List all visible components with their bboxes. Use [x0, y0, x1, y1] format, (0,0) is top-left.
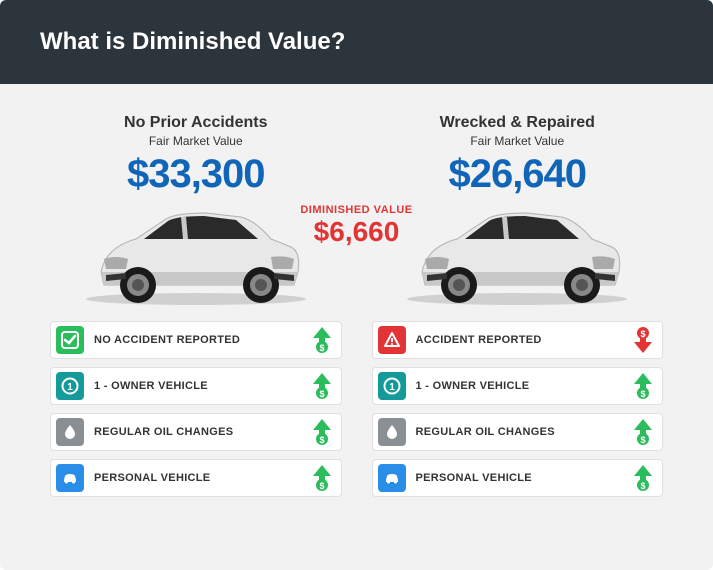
factor-row: PERSONAL VEHICLE $	[50, 459, 342, 497]
right-title: Wrecked & Repaired	[440, 114, 595, 132]
svg-text:$: $	[640, 329, 645, 339]
factor-row: 1 1 - OWNER VEHICLE $	[50, 367, 342, 405]
check-icon	[56, 326, 84, 354]
arrow-up-icon: $	[632, 417, 654, 447]
left-factors: NO ACCIDENT REPORTED $1 1 - OWNER VEHICLE $…	[50, 321, 342, 497]
arrow-up-icon: $	[632, 371, 654, 401]
factor-row: 1 1 - OWNER VEHICLE $	[372, 367, 664, 405]
svg-text:$: $	[319, 481, 324, 491]
alert-icon	[378, 326, 406, 354]
arrow-up-icon: $	[311, 463, 333, 493]
arrow-down-icon: $	[632, 325, 654, 355]
car-icon	[56, 464, 84, 492]
svg-text:$: $	[319, 389, 324, 399]
factor-row: ACCIDENT REPORTED $	[372, 321, 664, 359]
car-icon	[76, 197, 316, 307]
car-icon	[378, 464, 406, 492]
left-price: $33,300	[127, 152, 265, 197]
factor-row: REGULAR OIL CHANGES $	[50, 413, 342, 451]
right-car-image	[397, 197, 637, 307]
drop-icon	[378, 418, 406, 446]
factor-text: PERSONAL VEHICLE	[416, 472, 623, 484]
svg-text:$: $	[319, 435, 324, 445]
infographic-container: What is Diminished Value? No Prior Accid…	[0, 0, 713, 570]
left-car-image	[76, 197, 316, 307]
page-title: What is Diminished Value?	[40, 28, 673, 56]
svg-text:$: $	[640, 435, 645, 445]
one-icon: 1	[56, 372, 84, 400]
svg-text:$: $	[319, 343, 324, 353]
svg-text:1: 1	[67, 382, 73, 393]
factor-text: 1 - OWNER VEHICLE	[416, 380, 623, 392]
diminished-value: $6,660	[300, 216, 412, 248]
svg-text:$: $	[640, 389, 645, 399]
factor-row: REGULAR OIL CHANGES $	[372, 413, 664, 451]
diminished-label: DIMINISHED VALUE	[300, 204, 412, 216]
right-column: Wrecked & Repaired Fair Market Value $26…	[372, 114, 664, 497]
factor-text: 1 - OWNER VEHICLE	[94, 380, 301, 392]
car-icon	[397, 197, 637, 307]
factor-row: PERSONAL VEHICLE $	[372, 459, 664, 497]
svg-text:1: 1	[389, 382, 395, 393]
factor-text: NO ACCIDENT REPORTED	[94, 334, 301, 346]
svg-text:$: $	[640, 481, 645, 491]
factor-text: REGULAR OIL CHANGES	[94, 426, 301, 438]
left-column: No Prior Accidents Fair Market Value $33…	[50, 114, 342, 497]
right-subtitle: Fair Market Value	[470, 134, 564, 148]
left-title: No Prior Accidents	[124, 114, 267, 132]
arrow-up-icon: $	[311, 371, 333, 401]
factor-text: ACCIDENT REPORTED	[416, 334, 623, 346]
arrow-up-icon: $	[311, 325, 333, 355]
arrow-up-icon: $	[311, 417, 333, 447]
factor-row: NO ACCIDENT REPORTED $	[50, 321, 342, 359]
factor-text: REGULAR OIL CHANGES	[416, 426, 623, 438]
right-factors: ACCIDENT REPORTED$11 - OWNER VEHICLE$REG…	[372, 321, 664, 497]
header: What is Diminished Value?	[0, 0, 713, 84]
one-icon: 1	[378, 372, 406, 400]
content: No Prior Accidents Fair Market Value $33…	[0, 84, 713, 527]
factor-text: PERSONAL VEHICLE	[94, 472, 301, 484]
diminished-value-badge: DIMINISHED VALUE $6,660	[300, 204, 412, 248]
arrow-up-icon: $	[632, 463, 654, 493]
right-price: $26,640	[448, 152, 586, 197]
drop-icon	[56, 418, 84, 446]
left-subtitle: Fair Market Value	[149, 134, 243, 148]
